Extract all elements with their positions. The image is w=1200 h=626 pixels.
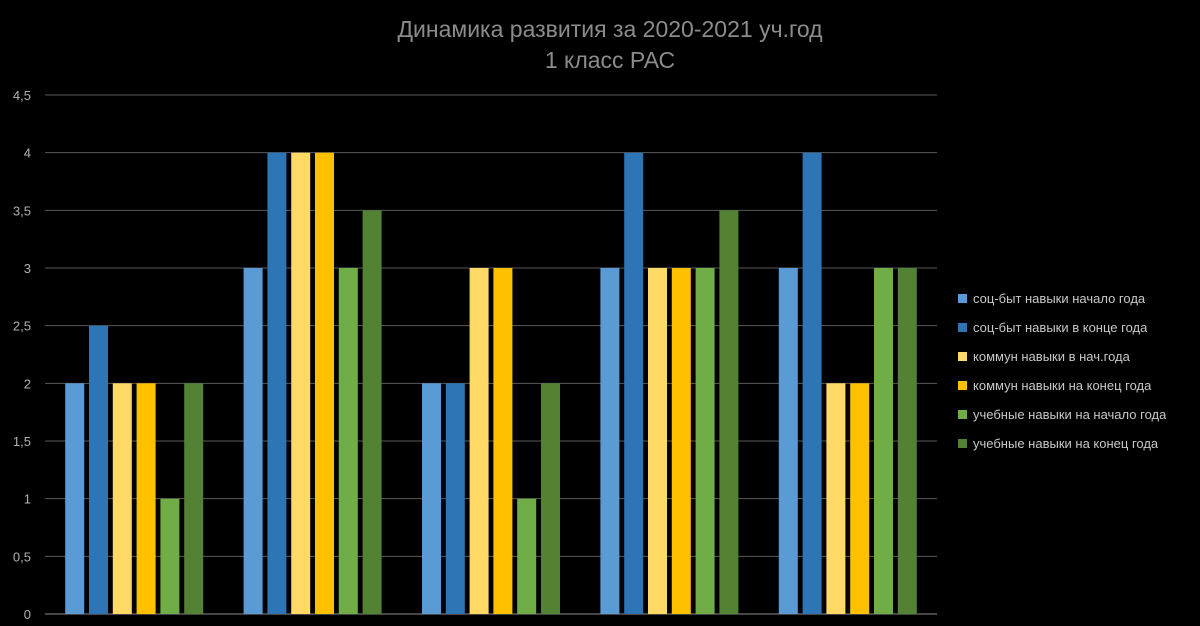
legend-swatch xyxy=(958,410,967,419)
bar xyxy=(826,383,846,614)
legend-swatch xyxy=(958,381,967,390)
legend-label: коммун навыки в нач.года xyxy=(973,349,1130,364)
bar xyxy=(850,383,870,614)
legend-swatch xyxy=(958,323,967,332)
bar xyxy=(243,268,263,614)
legend-label: учебные навыки на начало года xyxy=(973,407,1167,422)
bar xyxy=(600,268,620,614)
bar xyxy=(136,383,156,614)
bar xyxy=(695,268,715,614)
bar xyxy=(315,152,334,614)
bar xyxy=(897,268,917,614)
chart-subtitle: 1 класс РАС xyxy=(544,47,676,73)
bar xyxy=(541,383,560,614)
chart-legend: соц-быт навыки начало года соц-быт навыки… xyxy=(958,284,1200,458)
bar xyxy=(469,268,489,614)
y-tick-label: 1,5 xyxy=(13,434,31,449)
bar xyxy=(422,383,441,614)
y-tick-label: 2 xyxy=(24,376,31,391)
y-tick-label: 0 xyxy=(24,607,31,622)
y-tick-label: 4,5 xyxy=(13,88,31,103)
bar xyxy=(493,268,513,614)
y-tick-label: 0,5 xyxy=(13,549,31,564)
bar xyxy=(184,383,204,614)
y-tick-label: 2,5 xyxy=(13,319,31,334)
y-tick-label: 3 xyxy=(24,261,31,276)
bar xyxy=(719,210,739,615)
legend-swatch xyxy=(958,294,967,303)
bar xyxy=(445,383,465,614)
bar xyxy=(291,152,311,614)
bar xyxy=(338,268,358,614)
bar xyxy=(778,268,798,614)
bar xyxy=(112,383,132,614)
y-tick-label: 4 xyxy=(24,146,31,161)
legend-item: учебные навыки на начало года xyxy=(958,400,1200,429)
legend-item: учебные навыки на конец года xyxy=(958,429,1200,458)
legend-label: учебные навыки на конец года xyxy=(973,436,1159,451)
legend-swatch xyxy=(958,352,967,361)
bar xyxy=(802,152,822,614)
legend-item: соц-быт навыки начало года xyxy=(958,284,1200,313)
bar xyxy=(267,152,287,614)
bar xyxy=(671,268,691,614)
bar xyxy=(65,383,85,614)
chart-title: Динамика развития за 2020-2021 уч.год 1 … xyxy=(220,14,1000,76)
bar xyxy=(648,268,667,614)
legend-label: соц-быт навыки начало года xyxy=(973,291,1146,306)
bar xyxy=(874,268,893,614)
y-tick-label: 1 xyxy=(24,492,31,507)
legend-item: коммун навыки в нач.года xyxy=(958,342,1200,371)
bar xyxy=(89,325,108,614)
chart-title-line-1: Динамика развития за 2020-2021 уч.год xyxy=(397,16,823,42)
legend-label: коммун навыки на конец года xyxy=(973,378,1152,393)
y-tick-label: 3,5 xyxy=(13,203,31,218)
bar xyxy=(362,210,382,615)
bar xyxy=(160,498,180,614)
legend-item: коммун навыки на конец года xyxy=(958,371,1200,400)
legend-label: соц-быт навыки в конце года xyxy=(973,320,1148,335)
bar xyxy=(517,498,537,614)
legend-item: соц-быт навыки в конце года xyxy=(958,313,1200,342)
bar xyxy=(624,152,644,614)
legend-swatch xyxy=(958,439,967,448)
